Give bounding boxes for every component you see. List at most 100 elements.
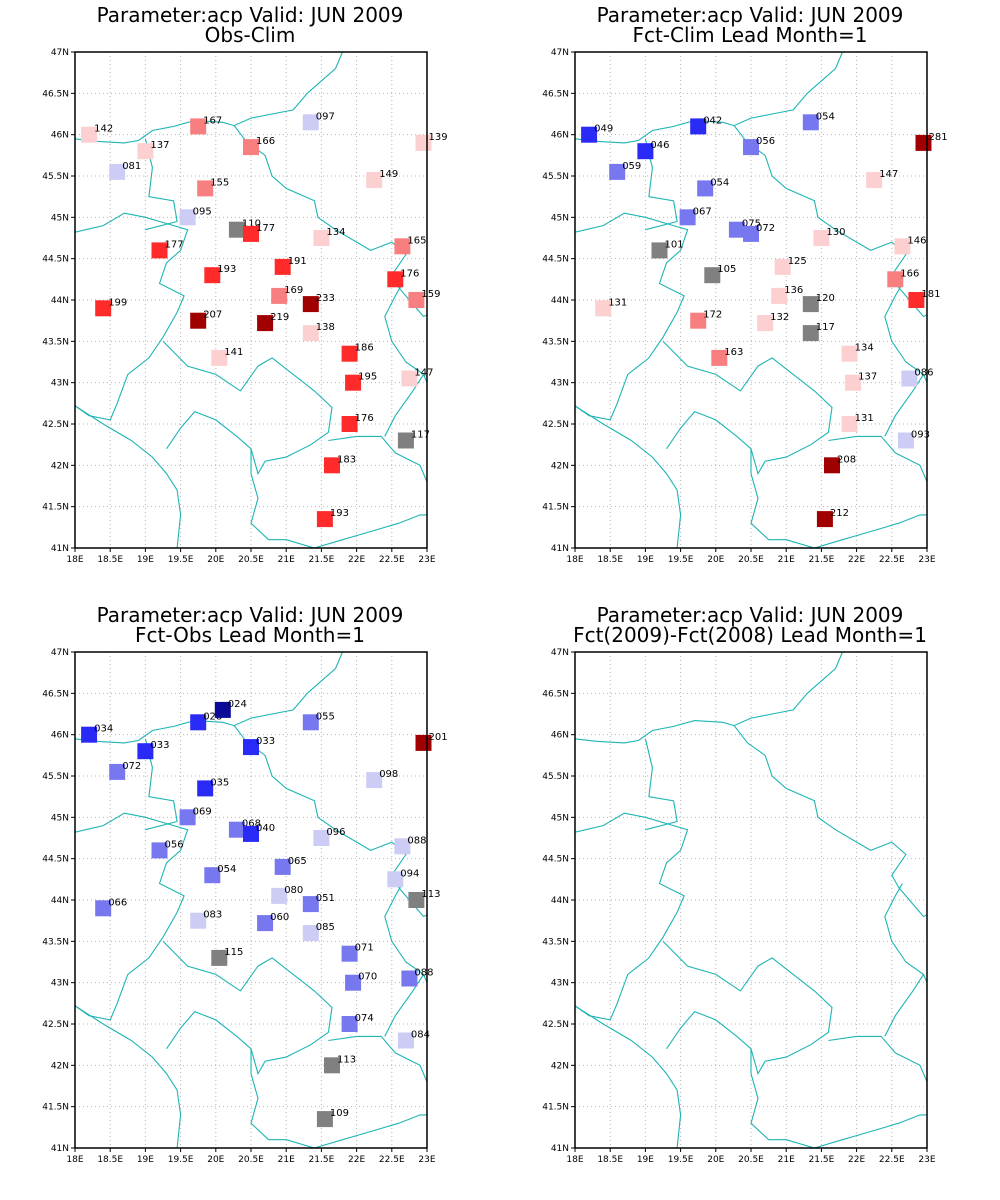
station-value-label: 132 [770, 312, 789, 323]
station-marker [345, 374, 362, 391]
lat-tick-label: 43N [51, 379, 69, 389]
station-value-label: 033 [150, 740, 169, 751]
lon-tick-label: 22.5E [379, 555, 405, 565]
country-border [884, 883, 928, 983]
panel-title: Parameter:acp Valid: JUN 2009 [97, 603, 404, 627]
station-value-label: 046 [650, 140, 669, 151]
station-value-label: 149 [379, 169, 398, 180]
station-marker [204, 267, 221, 284]
station-marker [109, 763, 126, 780]
country-border [884, 374, 924, 437]
station-value-label: 193 [217, 264, 236, 275]
map-canvas: Parameter:acp Valid: JUN 2009 Fct(2009)-… [542, 603, 936, 1165]
lon-tick-label: 22.5E [879, 555, 905, 565]
lat-tick-label: 42.5N [42, 420, 69, 430]
lat-tick-label: 46N [551, 731, 569, 741]
station-marker [137, 743, 154, 760]
station-value-label: 086 [914, 368, 933, 379]
country-border [233, 725, 428, 918]
lon-tick-label: 18.5E [97, 1155, 123, 1165]
station-marker [214, 701, 231, 718]
lat-tick-label: 45N [51, 813, 69, 823]
station-value-label: 088 [407, 835, 426, 846]
station-value-label: 067 [693, 206, 712, 217]
station-value-label: 186 [355, 343, 374, 354]
lon-tick-label: 20.5E [238, 1155, 264, 1165]
station-value-label: 054 [816, 111, 835, 122]
lon-tick-label: 22E [348, 1155, 365, 1165]
lat-tick-label: 42N [51, 1061, 69, 1071]
lat-tick-label: 44N [51, 296, 69, 306]
station-marker [345, 974, 362, 991]
lat-tick-label: 46.5N [42, 689, 69, 699]
station-marker [366, 772, 383, 789]
station-value-label: 120 [816, 293, 835, 304]
lat-tick-label: 43.5N [42, 937, 69, 947]
station-value-label: 147 [879, 169, 898, 180]
map-panel-fct-obs: Parameter:acp Valid: JUN 2009 Fct-Obs Le… [0, 600, 500, 1200]
station-marker [228, 821, 245, 838]
lat-tick-label: 43N [551, 379, 569, 389]
station-value-label: 136 [784, 285, 803, 296]
station-marker [366, 172, 383, 189]
lon-tick-label: 20E [707, 555, 724, 565]
country-border [384, 374, 424, 437]
station-value-label: 088 [414, 968, 433, 979]
station-value-label: 176 [400, 268, 419, 279]
lon-tick-label: 22E [348, 555, 365, 565]
station-value-label: 117 [816, 322, 835, 333]
station-value-label: 177 [165, 239, 184, 250]
station-value-label: 219 [270, 312, 289, 323]
station-marker [243, 225, 259, 242]
lon-tick-label: 19.5E [668, 1155, 694, 1165]
map-canvas: Parameter:acp Valid: JUN 2009 Fct-Obs Le… [42, 603, 447, 1165]
station-marker [204, 867, 221, 884]
station-marker [637, 143, 654, 160]
station-value-label: 098 [379, 769, 398, 780]
station-value-label: 072 [122, 761, 141, 772]
lat-tick-label: 43N [551, 979, 569, 989]
station-value-label: 159 [421, 289, 440, 300]
station-value-label: 113 [337, 1054, 356, 1065]
station-marker [211, 349, 228, 366]
station-marker [771, 287, 788, 304]
country-border [662, 940, 833, 1076]
station-marker [757, 315, 774, 332]
station-value-label: 054 [710, 177, 729, 188]
map-frame [574, 651, 928, 1149]
lon-tick-label: 18E [566, 555, 583, 565]
station-value-label: 094 [400, 868, 419, 879]
map-canvas: Parameter:acp Valid: JUN 2009 Fct-Clim L… [542, 3, 947, 565]
lon-tick-label: 18E [566, 1155, 583, 1165]
station-marker [387, 871, 404, 888]
station-marker [595, 300, 612, 317]
station-value-label: 183 [337, 454, 356, 465]
lon-tick-label: 21.5E [809, 555, 835, 565]
country-border [74, 812, 189, 1021]
station-value-label: 059 [622, 161, 641, 172]
station-value-label: 155 [210, 177, 229, 188]
station-value-label: 233 [316, 293, 335, 304]
station-marker [824, 457, 840, 474]
station-value-label: 065 [288, 856, 307, 867]
station-value-label: 208 [837, 454, 856, 465]
lat-tick-label: 46N [51, 731, 69, 741]
station-value-label: 066 [108, 897, 127, 908]
country-border [644, 138, 678, 231]
station-marker [894, 238, 911, 255]
lon-tick-label: 20E [207, 1155, 224, 1165]
station-value-label: 142 [94, 124, 113, 135]
lon-tick-label: 20.5E [738, 555, 764, 565]
country-border [162, 340, 333, 476]
station-value-label: 163 [724, 347, 743, 358]
lat-tick-label: 47N [551, 48, 569, 58]
lat-tick-label: 47N [51, 48, 69, 58]
lat-tick-label: 41N [551, 1144, 569, 1154]
lon-tick-label: 18.5E [597, 1155, 623, 1165]
station-marker [813, 230, 830, 246]
station-marker [901, 370, 918, 387]
lon-tick-label: 22E [848, 555, 865, 565]
station-value-label: 069 [193, 806, 212, 817]
station-marker [302, 925, 319, 942]
station-marker [271, 287, 288, 304]
